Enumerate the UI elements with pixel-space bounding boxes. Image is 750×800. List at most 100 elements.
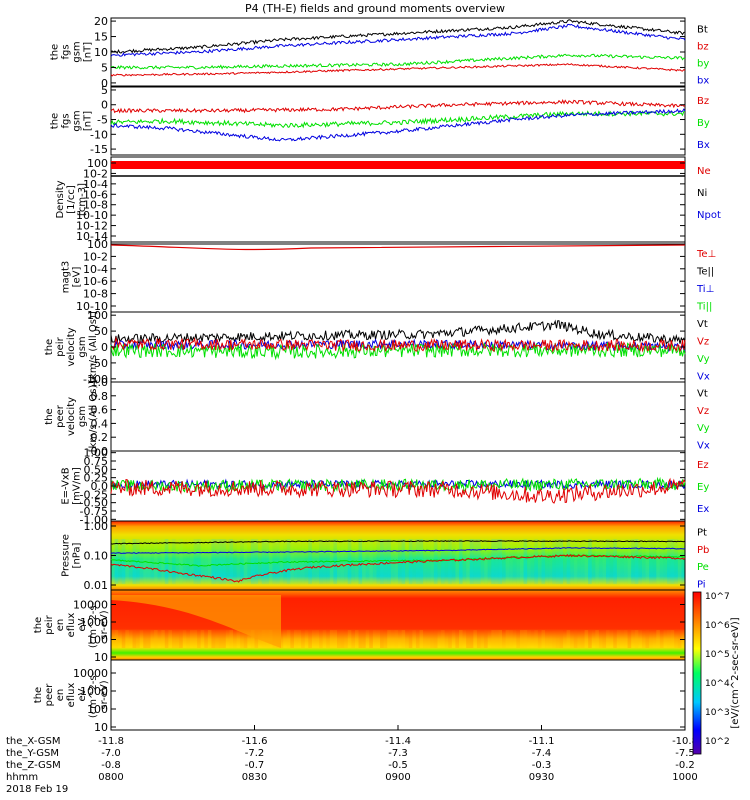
peir-spectrogram-stripe: [458, 539, 463, 584]
peir-spectrogram-stripe: [509, 539, 513, 584]
legend-label: Vy: [697, 423, 710, 434]
y-tick-label: 10-6: [83, 188, 108, 201]
trace-Pi: [110, 547, 686, 554]
x-tick-label: 0900: [385, 772, 410, 783]
peer-spectrogram-stripe: [674, 630, 678, 648]
legend-label: By: [697, 118, 710, 129]
peir-spectrogram-stripe: [372, 539, 377, 584]
peer-spectrogram-stripe: [114, 630, 119, 648]
legend-label: Ni: [697, 188, 707, 199]
panel-ylabel: [nPa]: [72, 542, 83, 568]
peer-spectrogram-stripe: [315, 630, 320, 648]
peir-spectrogram-stripe: [236, 539, 241, 584]
panel-ylabel: eV: [77, 688, 88, 701]
peir-spectrogram-stripe: [161, 539, 165, 584]
trace-Bt: [110, 19, 686, 55]
peir-spectrogram-stripe: [365, 539, 370, 584]
peer-spectrogram-stripe: [218, 630, 223, 648]
colorbar: 10^2 10^3 10^4 10^5 10^6 10^7 [eV/(cm^2-sec-sr…: [692, 591, 741, 755]
peer-spectrogram-stripe: [563, 630, 567, 648]
panel-ylabel: (cm^2-s-: [88, 671, 99, 718]
peer-spectrogram-stripe: [236, 630, 241, 648]
peer-spectrogram-stripe: [250, 630, 255, 648]
panel-legends: Bt bz by bx Bz By Bx Ne Ni Npot Te⊥ Te|| Ti⊥ Ti|| Vt Vz…: [696, 25, 721, 591]
peer-spectrogram-stripe: [254, 630, 259, 648]
legend-label: Ez: [697, 460, 709, 471]
peer-spectrogram-stripe: [609, 630, 614, 648]
peer-spectrogram-stripe: [598, 630, 603, 648]
panel-ylabel: gsm: [77, 336, 88, 357]
peir-spectrogram-stripe: [609, 539, 614, 584]
peer-spectrogram-stripe: [394, 630, 398, 648]
peer-spectrogram-stripe: [154, 630, 158, 648]
peer-spectrogram-stripe: [387, 630, 391, 648]
y-tick-label: 10-10: [76, 300, 108, 313]
peer-spectrogram-stripe: [200, 630, 205, 648]
peir-spectrogram-stripe: [523, 539, 528, 584]
x-tick-label: -10.8: [672, 736, 698, 747]
peir-spectrogram-stripe: [502, 539, 506, 584]
peer-spectrogram-stripe: [168, 630, 172, 648]
peer-spectrogram-stripe: [670, 630, 675, 648]
y-tick-label: -0.75: [80, 505, 108, 518]
peer-spectrogram-stripe: [189, 630, 194, 648]
peir-spectrogram-stripe: [494, 539, 499, 584]
peir-spectrogram-stripe: [286, 539, 291, 584]
y-tick-label: 0.50: [84, 463, 109, 476]
density-band: [111, 161, 685, 169]
peir-spectrogram-stripe: [584, 539, 589, 584]
peir-spectrogram-stripe: [548, 539, 553, 584]
x-tick-label: -7.0: [101, 748, 121, 759]
y-tick-label: -1.00: [80, 513, 108, 526]
peir-spectrogram-stripe: [433, 539, 438, 584]
peer-spectrogram-stripe: [616, 630, 621, 648]
peer-spectrogram-stripe: [419, 630, 424, 648]
peer-spectrogram-stripe: [491, 630, 495, 648]
panel-ticks: 05101520-15-10-505-100-500501000.00.20.4…: [73, 15, 685, 734]
panel-ylabel: the: [33, 687, 44, 703]
peer-spectrogram-stripe: [527, 630, 531, 648]
peir-spectrogram-stripe: [559, 539, 564, 584]
panel-ylabel: [eV]: [72, 267, 83, 288]
trace-By: [110, 110, 686, 129]
peer-spectrogram-stripe: [222, 630, 226, 648]
peer-spectrogram-stripe: [638, 630, 642, 648]
legend-label: Pe: [697, 562, 709, 573]
peer-spectrogram-stripe: [301, 630, 305, 648]
peir-spectrogram-stripe: [638, 539, 642, 584]
x-tick-label: -0.5: [388, 760, 408, 771]
panel-ylabel: magt3: [61, 261, 72, 294]
peir-spectrogram-stripe: [186, 539, 190, 584]
y-tick-label: 0: [101, 99, 108, 112]
panel-frame-fgs-gsm-2: [110, 86, 686, 156]
peer-spectrogram-stripe: [398, 630, 402, 648]
y-tick-label: 10-10: [76, 209, 108, 222]
trace-Vz: [110, 336, 686, 353]
peer-spectrogram-stripe: [645, 630, 650, 648]
y-tick-label: 100: [87, 238, 108, 251]
peer-spectrogram-stripe: [128, 630, 133, 648]
peer-spectrogram-stripe: [229, 630, 233, 648]
peir-spectrogram-stripe: [512, 539, 517, 584]
panel-ylabel: the: [44, 339, 55, 355]
trace-Vy: [110, 342, 686, 361]
peer-spectrogram-stripe: [498, 630, 503, 648]
peir-spectrogram-stripe: [455, 539, 459, 584]
peer-spectrogram-stripe: [408, 630, 413, 648]
peir-spectrogram-stripe: [620, 539, 625, 584]
peer-spectrogram-stripe: [663, 630, 668, 648]
peer-spectrogram-stripe: [390, 630, 395, 648]
trace-Pe: [110, 554, 686, 567]
peer-spectrogram-stripe: [458, 630, 463, 648]
legend-label: Npot: [697, 210, 721, 221]
time-axis: -11.8-7.0-0.80800-11.6-7.2-0.70830-11.4-…: [6, 725, 698, 795]
axis-row-label: 2018 Feb 19: [6, 784, 68, 795]
legend-label: Vt: [697, 389, 708, 400]
peir-spectrogram-stripe: [530, 539, 535, 584]
trace-Te: [110, 244, 686, 251]
peer-spectrogram-stripe: [329, 630, 334, 648]
x-tick-label: -11.6: [242, 736, 268, 747]
peir-spectrogram-stripe: [645, 539, 650, 584]
peir-spectrogram-stripe: [247, 539, 251, 584]
x-tick-label: -7.2: [245, 748, 265, 759]
